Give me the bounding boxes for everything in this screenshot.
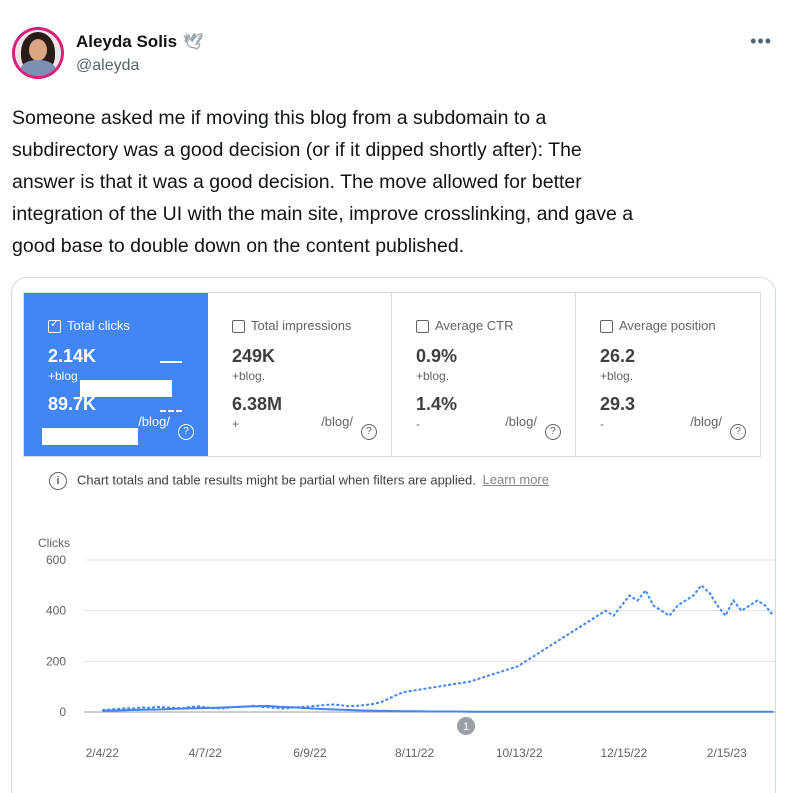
x-tick-label: 4/7/22 <box>189 746 223 760</box>
y-axis-label: Clicks <box>38 536 70 550</box>
checkbox-icon[interactable] <box>600 320 613 333</box>
x-tick-labels: 2/4/22 4/7/22 6/9/22 8/11/22 10/13/22 12/15/2… <box>86 746 748 760</box>
author-handle[interactable]: @aleyda <box>76 57 140 74</box>
partial-results-notice: i Chart totals and table results might be… <box>49 472 549 490</box>
dashed-line-legend-icon <box>160 410 182 412</box>
author-name[interactable]: Aleyda Solis 🕊 <box>76 32 203 53</box>
metric-total-clicks[interactable]: ✓ Total clicks 2.14K +blog 89.7K /blog/ … <box>24 293 208 456</box>
metric-total-impressions[interactable]: Total impressions 249K +blog. 6.38M + /b… <box>208 293 392 456</box>
metric-sub-2: - <box>416 417 420 431</box>
metric-sub-2: - <box>600 417 604 431</box>
y-tick-label: 600 <box>46 553 66 567</box>
x-tick-label: 2/4/22 <box>86 746 120 760</box>
metric-value-1: 0.9% <box>416 346 458 366</box>
dove-icon: 🕊 <box>183 34 204 51</box>
metric-sub-1: +blog. <box>232 369 266 383</box>
x-tick-label: 6/9/22 <box>293 746 327 760</box>
annotation-circle[interactable] <box>457 717 476 735</box>
x-tick-label: 12/15/22 <box>600 746 647 760</box>
metric-value-2: 6.38M <box>232 394 283 414</box>
metric-title: Total impressions <box>251 318 352 333</box>
help-icon[interactable]: ? <box>545 424 561 440</box>
metric-average-position[interactable]: Average position 26.2 +blog. 29.3 - /blo… <box>576 293 761 456</box>
series-lines <box>102 583 775 713</box>
x-tick-label: 8/11/22 <box>395 746 434 760</box>
author-name-text: Aleyda Solis <box>76 32 178 51</box>
metric-value-1: 26.2 <box>600 346 636 366</box>
image-card[interactable]: ✓ Total clicks 2.14K +blog 89.7K /blog/ … <box>11 277 776 793</box>
tweet-header: Aleyda Solis 🕊 @aleyda ••• <box>12 27 792 81</box>
metric-value-2: 29.3 <box>600 394 636 414</box>
notice-text: Chart totals and table results might be … <box>77 472 476 488</box>
learn-more-link[interactable]: Learn more <box>482 472 549 488</box>
checkbox-checked-icon[interactable]: ✓ <box>48 318 61 333</box>
metric-title: Average position <box>619 318 716 333</box>
redaction-box <box>42 428 138 445</box>
metric-sub-2-right: /blog/ <box>505 414 537 429</box>
help-icon[interactable]: ? <box>361 424 377 440</box>
metrics-row: ✓ Total clicks 2.14K +blog 89.7K /blog/ … <box>23 292 761 457</box>
avatar[interactable] <box>12 27 64 79</box>
metric-value-1: 249K <box>232 346 276 366</box>
avatar-face <box>29 39 47 61</box>
x-tick-label: 2/15/23 <box>707 746 747 760</box>
metric-sub-2-right: /blog/ <box>321 414 353 429</box>
metric-average-ctr[interactable]: Average CTR 0.9% +blog. 1.4% - /blog/ ? <box>392 293 576 456</box>
avatar-shirt <box>20 60 56 76</box>
y-tick-label: 400 <box>46 604 66 618</box>
series-line-dashed <box>102 583 775 711</box>
y-tick-label: 0 <box>59 705 66 719</box>
help-icon[interactable]: ? <box>178 424 194 440</box>
metric-sub-2: + <box>232 417 240 431</box>
tweet-text: Someone asked me if moving this blog fro… <box>12 107 634 257</box>
annotation-label: 1 <box>463 721 469 733</box>
info-icon: i <box>49 472 67 490</box>
metric-value-1: 2.14K <box>48 346 97 366</box>
series-line-solid <box>102 704 774 713</box>
metric-value-2: 1.4% <box>416 394 458 414</box>
solid-line-legend-icon <box>160 361 182 363</box>
avatar-photo <box>15 30 61 76</box>
metric-title: Total clicks <box>67 318 130 333</box>
gridlines <box>84 559 775 713</box>
metric-sub-1: +blog. <box>600 369 634 383</box>
more-options-icon[interactable]: ••• <box>750 31 772 51</box>
checkbox-icon[interactable] <box>232 320 245 333</box>
metric-value-2: 89.7K <box>48 394 97 414</box>
metric-title: Average CTR <box>435 318 514 333</box>
help-icon[interactable]: ? <box>730 424 746 440</box>
annotation-marker[interactable]: 1 <box>457 717 476 735</box>
checkbox-icon[interactable] <box>416 320 429 333</box>
y-tick-labels: 0 200 400 600 <box>46 553 66 719</box>
metric-sub-2-right: /blog/ <box>690 414 722 429</box>
x-tick-label: 10/13/22 <box>496 746 543 760</box>
clicks-chart: Clicks 0 200 400 600 2/4/22 4/7/22 6/9/22 8/11… <box>38 536 775 760</box>
metric-sub-1: +blog. <box>416 369 450 383</box>
metric-sub-1: +blog <box>48 369 78 383</box>
redaction-box <box>80 380 172 397</box>
metric-sub-2-right: /blog/ <box>138 414 170 429</box>
y-tick-label: 200 <box>46 654 66 668</box>
